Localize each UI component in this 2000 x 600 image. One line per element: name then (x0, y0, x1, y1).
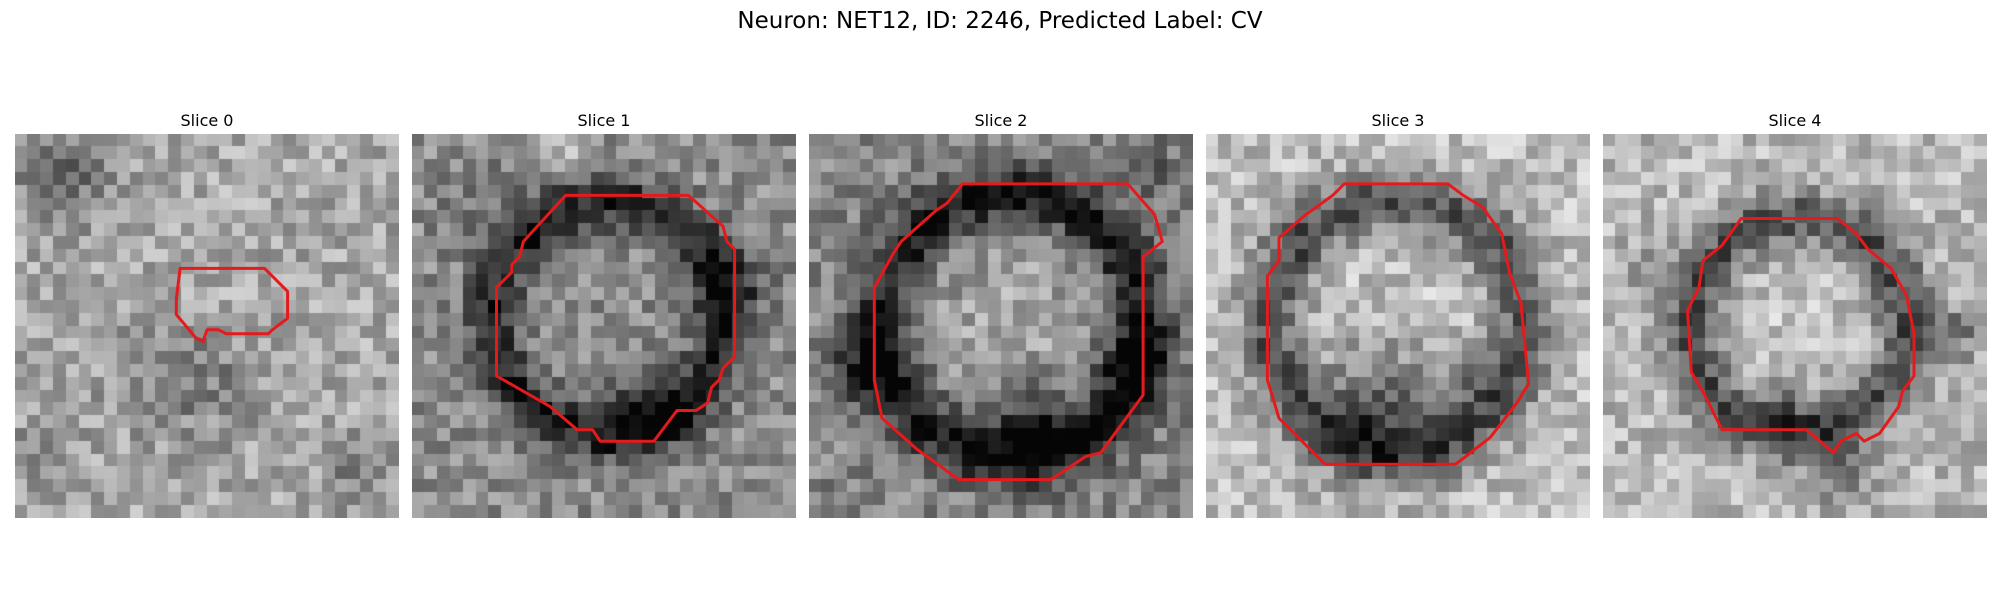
roi-contour (1686, 217, 1916, 455)
slice-panel-1: Slice 1 (412, 110, 796, 518)
slice-panel-3: Slice 3 (1206, 110, 1590, 518)
roi-contour (872, 182, 1164, 482)
slice-image (1206, 134, 1590, 518)
roi-contour (174, 266, 290, 343)
slice-panel-0: Slice 0 (15, 110, 399, 518)
roi-contour (495, 193, 737, 443)
slice-title: Slice 4 (1768, 111, 1822, 130)
slice-panel-4: Slice 4 (1603, 110, 1987, 518)
slice-title: Slice 0 (180, 111, 234, 130)
slice-title: Slice 1 (577, 111, 631, 130)
slice-panel-2: Slice 2 (809, 110, 1193, 518)
slice-image (1603, 134, 1987, 518)
figure-title: Neuron: NET12, ID: 2246, Predicted Label… (737, 8, 1263, 34)
roi-contour (1265, 182, 1531, 466)
slice-title: Slice 3 (1371, 111, 1425, 130)
slice-image (15, 134, 399, 518)
slice-title: Slice 2 (974, 111, 1028, 130)
slice-image (412, 134, 796, 518)
